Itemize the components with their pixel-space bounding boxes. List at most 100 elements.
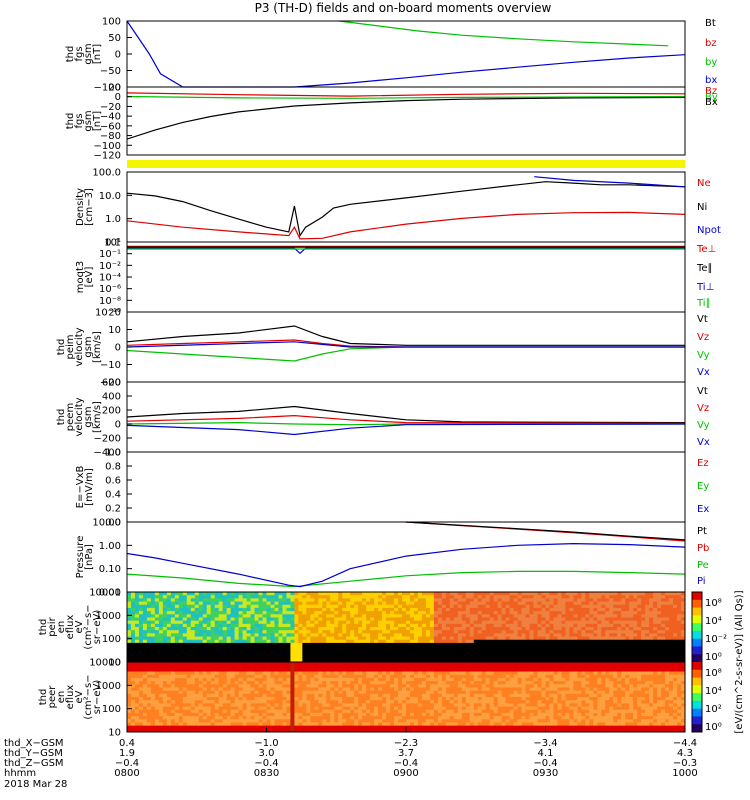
spectrogram-cell — [441, 607, 447, 612]
spectrogram-cell — [206, 649, 212, 653]
spectrogram-cell — [573, 627, 578, 631]
spectrogram-cell — [178, 633, 184, 637]
spectrogram-cell — [282, 649, 287, 653]
spectrogram-cell — [569, 611, 574, 615]
spectrogram-cell — [186, 677, 192, 682]
spectrogram-cell — [262, 697, 267, 701]
spectrogram-cell — [274, 620, 279, 625]
spectrogram-cell — [346, 636, 351, 641]
spectrogram-cell — [641, 611, 646, 615]
spectrogram-cell — [202, 700, 208, 704]
spectrogram-cell — [278, 709, 283, 714]
spectrogram-cell — [621, 652, 626, 657]
spectrogram-cell — [170, 697, 176, 701]
spectrogram-cell — [406, 697, 411, 701]
spectrogram-cell — [230, 728, 236, 733]
spectrogram-cell — [649, 607, 654, 612]
spectrogram-cell — [346, 662, 351, 666]
spectrogram-cell — [661, 614, 666, 618]
spectrogram-cell — [254, 604, 259, 609]
spectrogram-cell — [190, 703, 196, 707]
series-line-Ne — [126, 211, 686, 240]
spectrogram-cell — [222, 700, 228, 704]
spectrogram-cell — [402, 623, 407, 628]
spectrogram-cell — [553, 598, 558, 602]
spectrogram-cell — [178, 703, 184, 707]
spectrogram-cell — [677, 614, 682, 618]
spectrogram-cell — [601, 607, 606, 612]
spectrogram-cell — [525, 611, 530, 615]
spectrogram-cell — [557, 633, 562, 637]
spectrogram-cell — [421, 709, 427, 714]
spectrogram-cell — [190, 706, 196, 711]
spectrogram-cell — [294, 646, 299, 650]
spectrogram-cell — [202, 623, 208, 628]
spectrogram-cell — [262, 700, 267, 704]
spectrogram-cell — [366, 639, 371, 644]
spectrogram-cell — [449, 614, 455, 618]
spectrogram-cell — [545, 636, 550, 641]
y-tick-label: 0 — [115, 92, 121, 103]
spectrogram-cell — [330, 728, 335, 733]
spectrogram-cell — [186, 665, 192, 669]
spectrogram-cell — [465, 639, 471, 644]
spectrogram-cell — [154, 671, 160, 676]
spectrogram-cell — [485, 592, 491, 596]
spectrogram-cell — [366, 671, 371, 676]
spectrogram-cell — [174, 607, 180, 612]
spectrogram-cell — [437, 627, 443, 631]
spectrogram-cell — [481, 611, 487, 615]
spectrogram-cell — [338, 725, 343, 730]
spectrogram-cell — [266, 697, 271, 701]
spectrogram-cell — [597, 611, 602, 615]
spectrogram-cell — [290, 703, 295, 707]
spectrogram-cell — [354, 604, 359, 609]
spectrogram-cell — [270, 684, 275, 688]
spectrogram-cell — [182, 652, 188, 657]
spectrogram-cell — [298, 633, 303, 637]
spectrogram-cell — [421, 639, 427, 644]
spectrogram-cell — [469, 652, 475, 657]
spectrogram-cell — [290, 709, 295, 714]
spectrogram-cell — [342, 592, 347, 596]
spectrogram-cell — [146, 693, 152, 698]
spectrogram-cell — [270, 725, 275, 730]
spectrogram-cell — [342, 639, 347, 644]
spectrogram-cell — [465, 620, 471, 625]
spectrogram-cell — [206, 709, 212, 714]
spectrogram-cell — [382, 630, 387, 634]
spectrogram-cell — [413, 722, 419, 727]
spectrogram-cell — [398, 719, 403, 723]
spectrogram-cell — [537, 658, 542, 663]
spectrogram-cell — [577, 636, 582, 641]
spectrogram-cell — [174, 684, 180, 688]
spectrogram-cell — [413, 642, 419, 647]
spectrogram-cell — [274, 728, 279, 733]
spectrogram-cell — [134, 728, 140, 733]
spectrogram-cell — [665, 636, 670, 641]
spectrogram-cell — [605, 630, 610, 634]
spectrogram-cell — [310, 684, 315, 688]
spectrogram-cell — [581, 623, 586, 628]
spectrogram-cell — [374, 719, 379, 723]
spectrogram-cell — [657, 598, 662, 602]
spectrogram-cell — [334, 652, 339, 657]
spectrogram-cell — [429, 725, 435, 730]
spectrogram-cell — [242, 604, 247, 609]
spectrogram-cell — [625, 639, 630, 644]
spectrogram-cell — [134, 655, 140, 660]
spectrogram-cell — [354, 677, 359, 682]
spectrogram-cell — [545, 611, 550, 615]
spectrogram-cell — [206, 655, 212, 660]
spectrogram-cell — [186, 658, 192, 663]
spectrogram-cell — [609, 592, 614, 596]
spectrogram-cell — [162, 690, 168, 695]
spectrogram-cell — [653, 636, 658, 641]
spectrogram-cell — [390, 716, 395, 720]
spectrogram-cell — [409, 662, 415, 666]
spectrogram-cell — [509, 623, 515, 628]
spectrogram-cell — [469, 592, 475, 596]
spectrogram-cell — [198, 636, 204, 641]
spectrogram-cell — [182, 620, 188, 625]
spectrogram-cell — [338, 665, 343, 669]
